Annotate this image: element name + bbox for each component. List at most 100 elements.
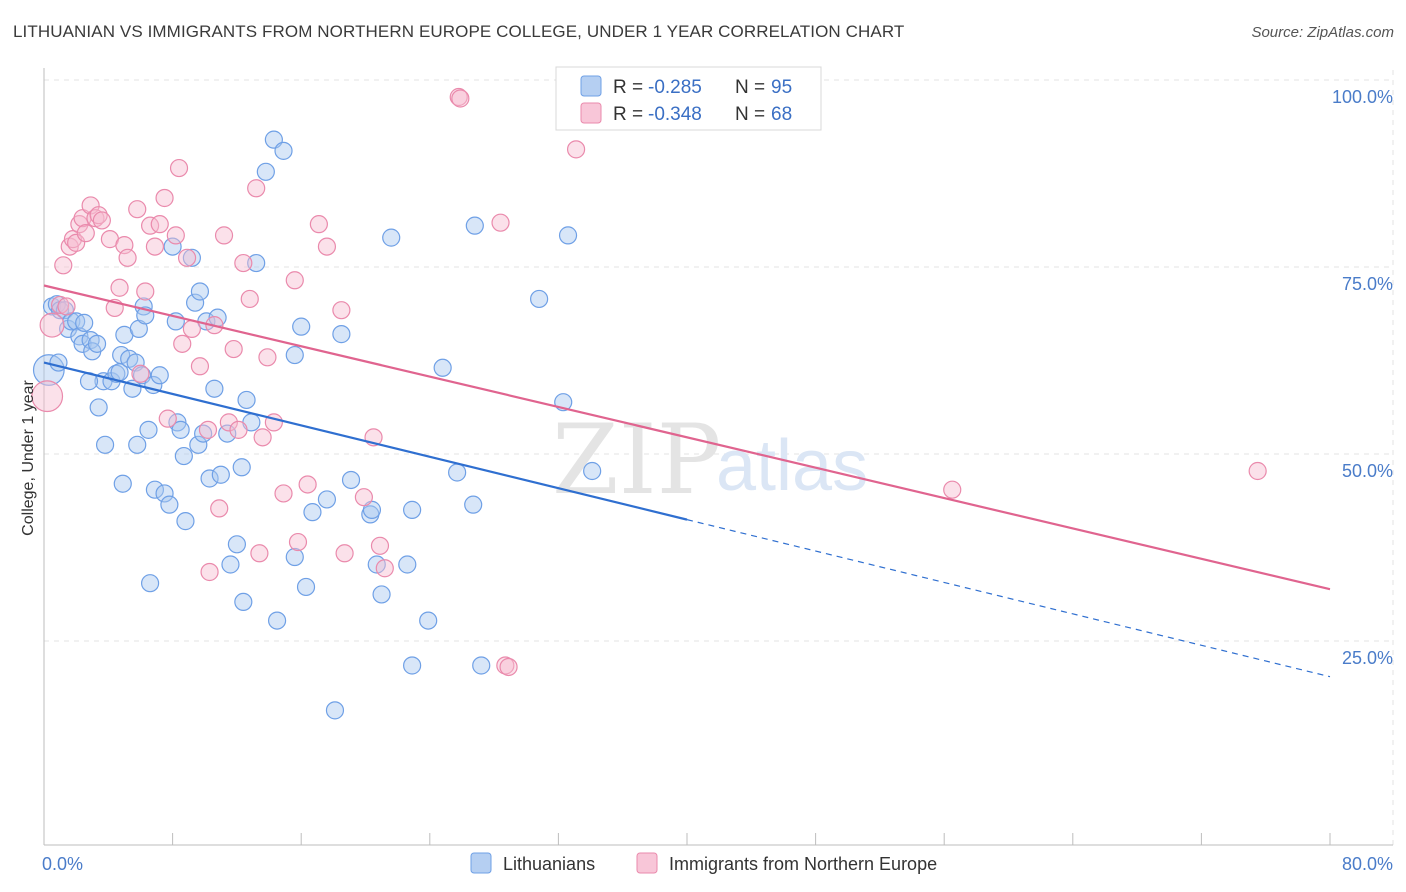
legend-r-value-2: -0.348 (648, 104, 702, 125)
point-immigrants (39, 312, 65, 338)
series-legend-label-immigrants: Immigrants from Northern Europe (669, 854, 937, 874)
point-lithuanians (267, 611, 287, 630)
point-immigrants (92, 211, 111, 230)
point-immigrants (370, 536, 390, 555)
correlation-legend: R = -0.285 N = 95 R = -0.348 N = 68 (555, 66, 822, 131)
point-lithuanians (465, 216, 484, 235)
legend-n-value-2: 68 (771, 104, 792, 125)
point-lithuanians (160, 495, 179, 514)
point-immigrants (67, 233, 86, 252)
watermark-atlas: atlas (716, 426, 868, 506)
point-lithuanians (95, 435, 115, 454)
point-lithuanians (256, 162, 275, 181)
point-immigrants (240, 289, 259, 309)
point-lithuanians (237, 390, 256, 410)
point-lithuanians (87, 334, 107, 353)
point-lithuanians (448, 463, 467, 482)
axes (43, 68, 1393, 846)
point-immigrants (247, 179, 266, 198)
point-immigrants (190, 357, 210, 376)
point-lithuanians (382, 228, 401, 247)
point-lithuanians (558, 226, 578, 245)
point-immigrants (128, 200, 147, 219)
legend-n-value-1: 95 (771, 77, 792, 98)
point-immigrants (491, 213, 510, 232)
point-immigrants (50, 295, 70, 315)
point-immigrants (258, 348, 277, 367)
point-immigrants (250, 544, 269, 563)
point-lithuanians (398, 555, 417, 574)
legend-r-label-2: R = (613, 104, 643, 125)
trend-line-lithuanians (43, 361, 688, 521)
point-lithuanians (189, 435, 208, 454)
point-immigrants (219, 413, 238, 432)
point-immigrants (332, 301, 351, 320)
point-lithuanians (403, 500, 422, 519)
point-immigrants (166, 226, 185, 245)
data-points (31, 87, 1267, 720)
x-tick-label-max: 80.0% (1342, 854, 1393, 874)
point-lithuanians (464, 495, 483, 514)
point-lithuanians (285, 547, 304, 567)
point-immigrants (499, 657, 518, 677)
point-immigrants (89, 206, 108, 225)
point-lithuanians (403, 656, 422, 675)
point-lithuanians (472, 656, 491, 675)
point-lithuanians (155, 484, 174, 503)
legend-r-value-1: -0.285 (648, 77, 702, 98)
point-lithuanians (317, 490, 337, 509)
point-immigrants (57, 297, 76, 316)
point-immigrants (288, 532, 308, 552)
point-immigrants (451, 89, 470, 108)
point-lithuanians (140, 574, 160, 593)
point-lithuanians (341, 470, 361, 490)
point-lithuanians (221, 555, 240, 574)
legend-n-label-1: N = (735, 77, 765, 98)
point-immigrants (309, 215, 328, 234)
point-immigrants (173, 334, 192, 353)
point-immigrants (354, 488, 373, 507)
point-immigrants (210, 499, 229, 518)
point-immigrants (110, 278, 129, 297)
x-tick-label-min: 0.0% (42, 854, 83, 874)
point-immigrants (375, 559, 394, 578)
point-lithuanians (128, 435, 147, 454)
point-immigrants (298, 475, 317, 494)
point-lithuanians (234, 592, 253, 612)
point-immigrants (136, 282, 155, 301)
point-lithuanians (325, 701, 345, 720)
point-immigrants (177, 248, 197, 267)
point-immigrants (229, 420, 248, 439)
y-tick-labels: 100.0% 75.0% 50.0% 25.0% (1332, 87, 1393, 668)
series-legend-swatch-lithuanians (470, 852, 492, 874)
point-lithuanians (182, 248, 201, 267)
point-immigrants (274, 484, 293, 503)
point-lithuanians (232, 458, 251, 477)
point-immigrants (214, 226, 234, 245)
point-lithuanians (227, 535, 246, 554)
point-lithuanians (583, 461, 602, 481)
y-axis-title: College, Under 1 year (20, 380, 37, 536)
point-immigrants (317, 237, 337, 256)
point-immigrants (158, 409, 177, 428)
point-lithuanians (303, 503, 322, 522)
series-legend-label-lithuanians: Lithuanians (503, 854, 595, 874)
trend-line-lithuanians-extension (686, 519, 1331, 678)
point-immigrants (31, 380, 64, 413)
point-immigrants (150, 215, 169, 234)
point-immigrants (131, 364, 150, 383)
point-lithuanians (89, 398, 108, 417)
point-immigrants (76, 224, 95, 243)
point-immigrants (253, 428, 272, 447)
point-immigrants (198, 420, 218, 439)
point-lithuanians (139, 420, 158, 439)
point-lithuanians (247, 253, 266, 273)
point-immigrants (118, 248, 137, 267)
y-tick-label: 50.0% (1342, 461, 1393, 481)
point-lithuanians (292, 317, 311, 336)
point-lithuanians (150, 366, 169, 385)
point-lithuanians (190, 282, 210, 301)
watermark-zip: ZIP (552, 404, 721, 516)
legend-swatch-immigrants (580, 102, 602, 124)
legend-n-label-2: N = (735, 104, 765, 125)
